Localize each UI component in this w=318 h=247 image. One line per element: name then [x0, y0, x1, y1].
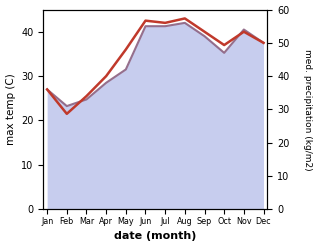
Y-axis label: max temp (C): max temp (C) — [5, 74, 16, 145]
X-axis label: date (month): date (month) — [114, 231, 197, 242]
Y-axis label: med. precipitation (kg/m2): med. precipitation (kg/m2) — [303, 49, 313, 170]
